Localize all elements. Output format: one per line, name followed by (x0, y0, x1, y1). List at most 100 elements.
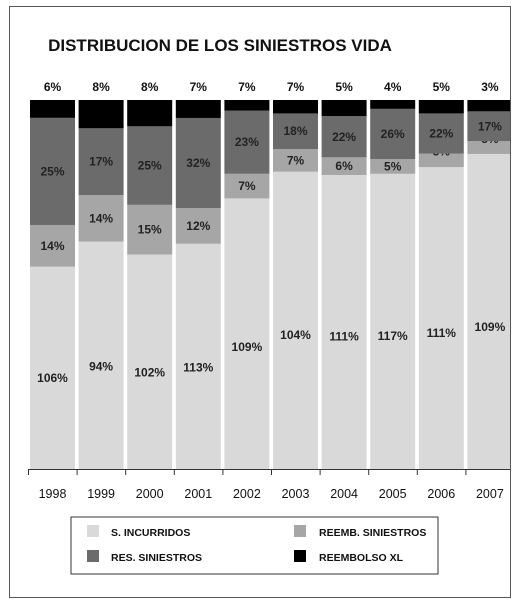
x-tick-label-2000: 2000 (136, 487, 164, 501)
data-label-res-siniestros-2002: 23% (235, 135, 259, 149)
data-label-s-incurridos-1999: 94% (89, 360, 113, 374)
bar-segment-s-incurridos-2007 (467, 153, 510, 469)
data-label-s-incurridos-2000: 102% (134, 365, 165, 379)
legend-swatch-s-incurridos (87, 525, 99, 537)
bar-segment-reembolso-xl-1998 (30, 100, 75, 118)
bar-segment-s-incurridos-2003 (273, 171, 318, 469)
data-label-res-siniestros-2001: 32% (186, 156, 210, 170)
legend-label-s-incurridos: S. INCURRIDOS (111, 527, 190, 539)
x-tick-label-1999: 1999 (87, 487, 115, 501)
bar-segment-reembolso-xl-2001 (175, 100, 221, 118)
legend: S. INCURRIDOS REEMB. SINIESTROS RES. SINIE… (70, 516, 439, 575)
data-label-s-incurridos-2001: 113% (183, 361, 213, 375)
data-label-reembolso-xl-2007: 3% (481, 80, 499, 94)
bar-segment-reemb-siniestros-2002 (224, 173, 270, 199)
bar-segment-res-siniestros-2001 (175, 117, 221, 209)
data-label-reemb-siniestros-2003: 7% (287, 153, 305, 167)
bar-segment-reembolso-xl-1999 (78, 100, 124, 129)
bar-segment-res-siniestros-1998 (30, 117, 75, 225)
x-tick-label-2003: 2003 (282, 487, 310, 501)
data-label-res-siniestros-2000: 25% (138, 159, 162, 173)
bar-segment-reembolso-xl-2003 (273, 100, 318, 114)
bars-group: 106% 14% 25% 94% 14% 17% 102% 15% 25% 113% 12% 32% 1… (30, 100, 510, 470)
chart-title: DISTRIBUCION DE LOS SINIESTROS VIDA (48, 36, 392, 55)
x-tick-label-2001: 2001 (184, 487, 212, 501)
bar-segment-reembolso-xl-2002 (224, 100, 270, 111)
top-labels-group: 6% 8% 8% 7% 7% 7% 5% 4% 5% 3% (44, 80, 499, 94)
x-tick-label-1998: 1998 (39, 487, 67, 501)
bar-segment-res-siniestros-2006 (418, 113, 464, 154)
data-label-reembolso-xl-2001: 7% (190, 80, 208, 94)
data-label-reembolso-xl-2003: 7% (287, 80, 305, 94)
bar-segment-s-incurridos-2006 (418, 167, 464, 469)
data-label-reembolso-xl-2002: 7% (238, 80, 256, 94)
data-label-reemb-siniestros-1999: 14% (89, 211, 113, 225)
data-label-s-incurridos-2003: 104% (280, 328, 311, 342)
bar-segment-res-siniestros-2000 (127, 126, 173, 205)
bar-segment-res-siniestros-2002 (224, 110, 270, 174)
data-label-reembolso-xl-1998: 6% (44, 80, 62, 94)
bar-segment-reemb-siniestros-2006 (418, 153, 464, 168)
legend-swatch-reemb-siniestros (294, 525, 306, 537)
data-label-reembolso-xl-2004: 5% (335, 80, 353, 94)
bar-segment-s-incurridos-2004 (321, 174, 367, 469)
data-label-s-incurridos-2005: 117% (378, 329, 408, 343)
bar-segment-s-incurridos-1999 (78, 241, 124, 469)
data-label-res-siniestros-2005: 26% (381, 127, 405, 141)
bar-segment-res-siniestros-1999 (78, 128, 124, 196)
data-label-s-incurridos-2002: 109% (232, 340, 263, 354)
legend-label-reembolso-xl: REEMBOLSO XL (319, 552, 404, 564)
data-label-res-siniestros-2006: 22% (429, 127, 453, 141)
bar-segment-reemb-siniestros-1998 (30, 224, 75, 267)
data-label-res-siniestros-1999: 17% (89, 155, 113, 169)
bar-segment-reembolso-xl-2006 (418, 100, 464, 114)
data-label-reemb-siniestros-2004: 6% (335, 159, 353, 173)
data-label-reembolso-xl-2000: 8% (141, 80, 159, 94)
legend-swatch-res-siniestros (87, 550, 99, 562)
legend-label-res-siniestros: RES. SINIESTROS (111, 552, 202, 564)
data-label-res-siniestros-1998: 25% (40, 164, 64, 178)
bar-segment-s-incurridos-2000 (127, 254, 173, 469)
bar-segment-s-incurridos-2005 (370, 173, 416, 470)
data-label-reemb-siniestros-2000: 15% (138, 223, 162, 237)
data-label-res-siniestros-2004: 22% (332, 130, 356, 144)
data-label-reemb-siniestros-1998: 14% (40, 239, 64, 253)
bar-segment-reemb-siniestros-1999 (78, 195, 124, 242)
stacked-bar-chart: DISTRIBUCION DE LOS SINIESTROS VIDA 106%… (28, 36, 510, 575)
bar-segment-s-incurridos-2002 (224, 198, 270, 469)
x-tick-label-2006: 2006 (427, 487, 455, 501)
data-label-reemb-siniestros-2001: 12% (186, 219, 210, 233)
x-tick-label-2005: 2005 (379, 487, 407, 501)
bar-segment-res-siniestros-2007 (467, 111, 510, 142)
bar-segment-s-incurridos-1998 (30, 266, 75, 469)
bar-segment-res-siniestros-2005 (370, 108, 416, 160)
bar-segment-reembolso-xl-2007 (467, 100, 510, 112)
bar-segment-reemb-siniestros-2005 (370, 159, 416, 174)
x-axis: 1998 1999 2000 2001 2002 2003 2004 2005 2006 2007 (28, 469, 510, 501)
data-label-reembolso-xl-2005: 4% (384, 80, 402, 94)
data-label-s-incurridos-1998: 106% (37, 371, 68, 385)
data-label-s-incurridos-2006: 111% (427, 326, 457, 340)
data-label-reembolso-xl-1999: 8% (92, 80, 110, 94)
legend-box (70, 516, 439, 575)
bar-segment-reembolso-xl-2000 (127, 100, 173, 127)
bar-segment-reemb-siniestros-2000 (127, 204, 173, 255)
bar-segment-reemb-siniestros-2004 (321, 157, 367, 175)
data-label-res-siniestros-2003: 18% (283, 124, 307, 138)
bar-segment-reemb-siniestros-2001 (175, 208, 221, 244)
bar-segment-reembolso-xl-2004 (321, 100, 367, 117)
data-label-res-siniestros-2007: 17% (478, 119, 502, 133)
bar-segment-reemb-siniestros-2007 (467, 141, 510, 154)
data-label-reemb-siniestros-2002: 7% (238, 179, 256, 193)
chart-frame: DISTRIBUCION DE LOS SINIESTROS VIDA 106%… (9, 6, 511, 598)
legend-label-reemb-siniestros: REEMB. SINIESTROS (319, 527, 426, 539)
bar-segment-reemb-siniestros-2003 (273, 149, 318, 172)
data-label-s-incurridos-2004: 111% (329, 330, 359, 344)
x-tick-label-2004: 2004 (330, 487, 358, 501)
x-tick-label-2002: 2002 (233, 487, 261, 501)
data-label-s-incurridos-2007: 109% (475, 320, 506, 334)
legend-swatch-reembolso-xl (294, 550, 306, 562)
bar-segment-res-siniestros-2004 (321, 116, 367, 158)
bar-segment-res-siniestros-2003 (273, 113, 318, 150)
data-label-reembolso-xl-2006: 5% (433, 80, 451, 94)
